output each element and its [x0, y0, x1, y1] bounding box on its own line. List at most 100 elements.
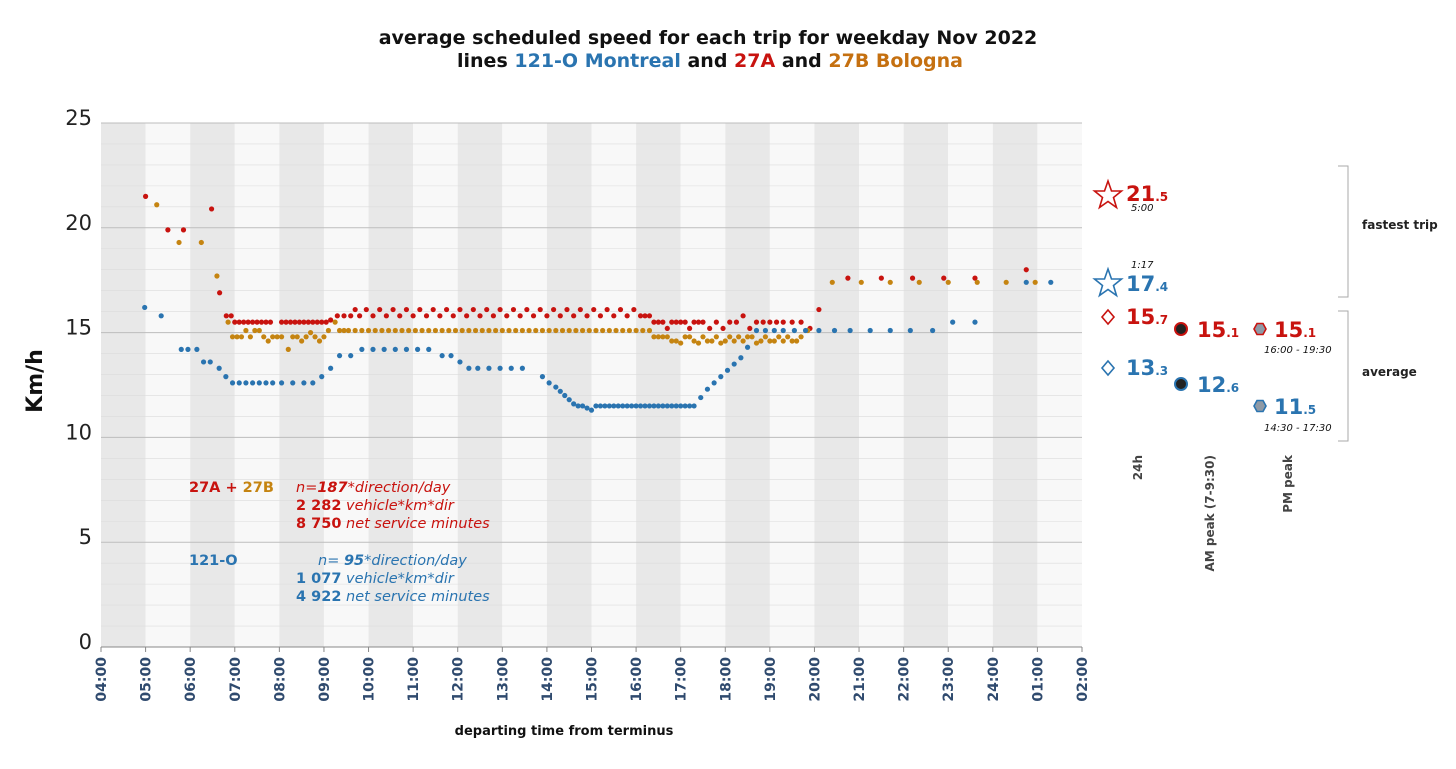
- data-point: [426, 346, 432, 352]
- data-point: [228, 313, 234, 319]
- title-and-1: and: [681, 50, 734, 72]
- data-point: [417, 306, 423, 313]
- bologna-n-value: 187: [317, 480, 348, 496]
- data-point: [200, 359, 207, 365]
- data-point: [972, 275, 978, 281]
- data-point: [637, 403, 644, 409]
- data-point: [722, 338, 728, 344]
- bologna-n-suffix: *direction/day: [348, 480, 451, 496]
- data-point: [263, 380, 269, 386]
- data-point: [497, 306, 503, 313]
- data-point: [493, 327, 499, 334]
- data-point: [611, 313, 617, 319]
- x-tick-label: 10:00: [362, 657, 378, 702]
- data-point: [229, 380, 236, 386]
- data-point: [602, 403, 608, 409]
- data-point: [296, 319, 303, 325]
- x-tick-label: 24:00: [986, 657, 1002, 702]
- fastest-montreal-time: 1:17: [1131, 260, 1154, 271]
- data-point: [613, 327, 619, 334]
- data-point: [664, 334, 670, 340]
- data-point: [234, 334, 240, 340]
- data-point: [669, 319, 675, 325]
- data-point: [780, 319, 786, 325]
- data-point: [762, 334, 769, 340]
- data-point: [773, 319, 780, 325]
- data-point: [744, 344, 751, 350]
- montreal-min-suffix: net service minutes: [341, 589, 490, 605]
- data-point: [270, 334, 276, 340]
- fastest-montreal-dec: .4: [1155, 280, 1168, 294]
- y-tick-label: 15: [65, 316, 92, 340]
- bologna-vkm-suffix: vehicle*km*dir: [341, 498, 455, 514]
- data-point: [305, 319, 311, 325]
- x-tick-label: 22:00: [897, 657, 913, 702]
- data-point: [633, 327, 639, 334]
- data-point: [771, 338, 777, 344]
- data-point: [620, 403, 626, 409]
- bologna-vkm-value: 2 282: [296, 498, 341, 514]
- data-point: [762, 327, 769, 334]
- data-point: [247, 334, 253, 340]
- data-point: [479, 327, 485, 334]
- hour-band: [101, 123, 146, 647]
- label-27b: 27B: [243, 480, 274, 496]
- data-point: [443, 306, 450, 313]
- fastest-bologna-int: 21: [1126, 182, 1155, 206]
- data-point: [798, 319, 804, 325]
- data-point: [194, 346, 200, 352]
- data-point: [785, 334, 791, 340]
- series-27B: [154, 202, 1038, 352]
- data-point: [593, 327, 599, 334]
- data-point: [316, 338, 323, 344]
- data-point: [620, 327, 626, 334]
- fastest-bologna-time: 5:00: [1131, 203, 1153, 214]
- grid-lines: [101, 122, 1082, 648]
- data-point: [611, 403, 617, 409]
- data-point: [724, 367, 731, 373]
- x-tick-label: 15:00: [585, 657, 601, 702]
- data-point: [423, 313, 430, 319]
- hour-band: [636, 123, 681, 647]
- data-point: [1023, 267, 1029, 273]
- data-point: [457, 359, 463, 365]
- hour-band: [546, 123, 592, 647]
- data-point: [858, 279, 864, 285]
- data-point: [457, 306, 463, 313]
- data-point: [660, 334, 666, 340]
- data-point: [180, 227, 187, 233]
- x-tick-label: 18:00: [718, 657, 734, 702]
- montreal-trips: n= 95*direction/day: [318, 553, 467, 569]
- data-point: [285, 346, 291, 352]
- average-bracket: [1338, 310, 1349, 442]
- data-point: [359, 346, 365, 352]
- data-point: [1003, 279, 1009, 285]
- data-point: [709, 338, 715, 344]
- x-tick-label: 20:00: [807, 657, 823, 702]
- chart-title-line2: lines 121-O Montreal and 27A and 27B Bol…: [457, 50, 963, 72]
- data-point: [348, 353, 354, 359]
- bologna-vkm: 2 282 vehicle*km*dir: [296, 498, 455, 514]
- data-point: [617, 306, 624, 313]
- data-point: [232, 319, 238, 325]
- data-point: [158, 313, 164, 319]
- avg-bologna-24h-int: 15: [1126, 305, 1155, 329]
- avg-montreal-am-int: 12: [1197, 373, 1226, 397]
- x-tick-label: 19:00: [763, 657, 779, 702]
- data-point: [245, 319, 251, 325]
- data-point: [278, 334, 285, 340]
- data-point: [566, 327, 572, 334]
- data-point: [256, 380, 262, 386]
- data-point: [651, 319, 657, 325]
- montreal-line-label: 121-O: [189, 553, 238, 569]
- data-point: [588, 407, 595, 413]
- data-point: [372, 327, 378, 334]
- avg-bologna-am-dec: .1: [1226, 326, 1239, 340]
- data-point: [941, 275, 947, 281]
- data-point: [321, 334, 327, 340]
- fastest-trip-label: fastest trip: [1362, 218, 1438, 232]
- data-point: [426, 327, 432, 334]
- data-point: [410, 313, 416, 319]
- data-point: [312, 334, 318, 340]
